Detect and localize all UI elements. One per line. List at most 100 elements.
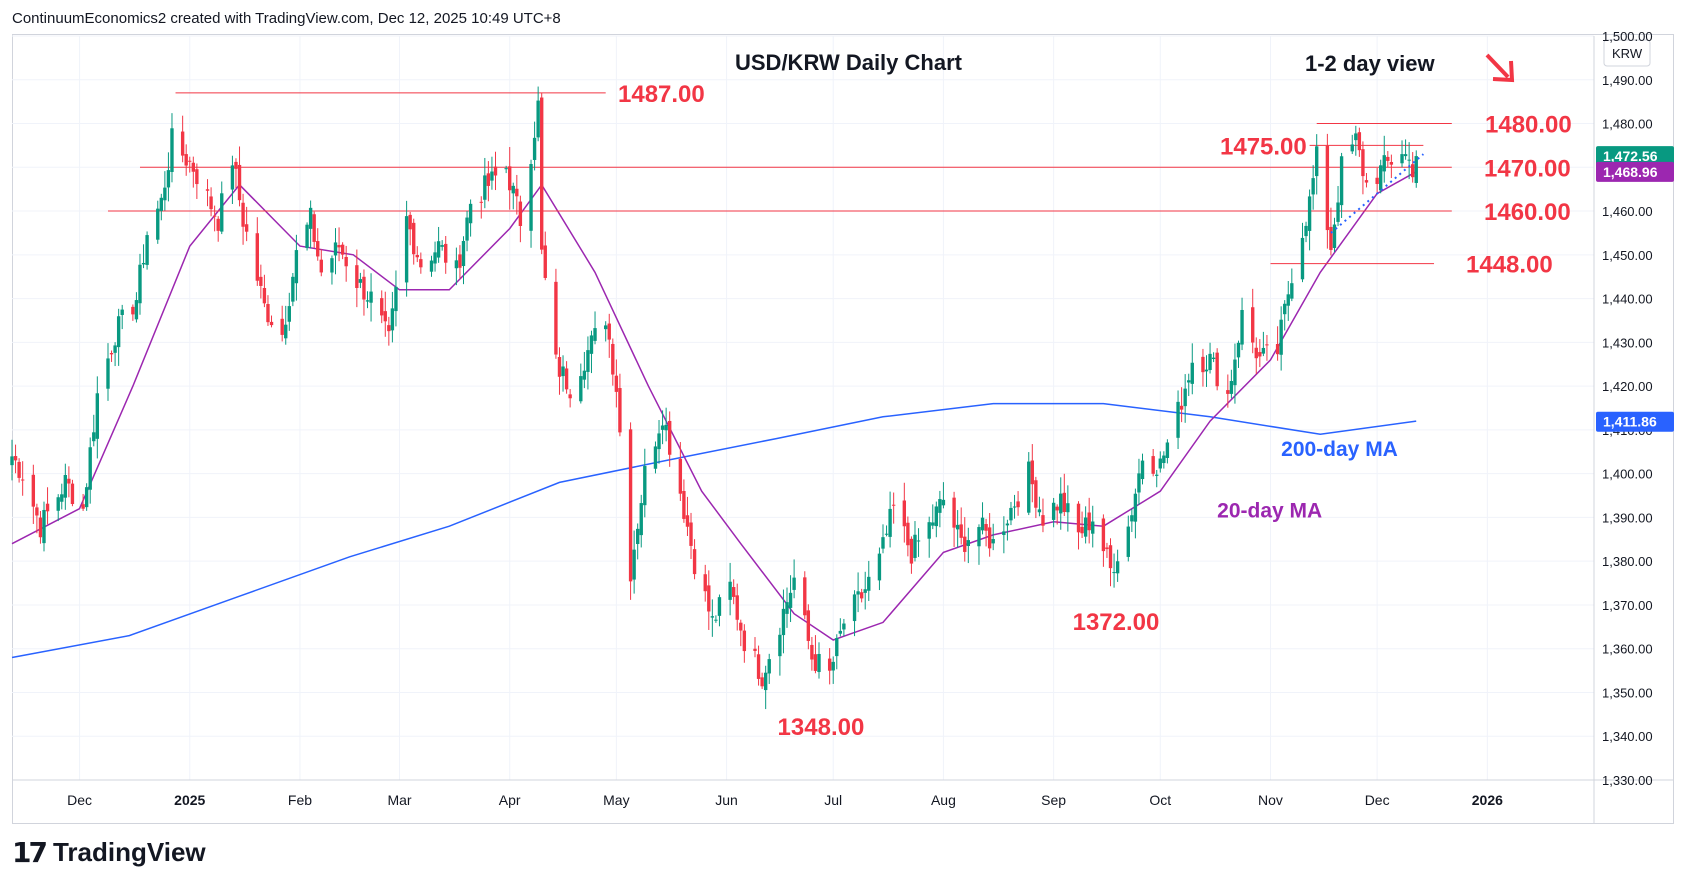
time-tick-label: Sep (1041, 792, 1066, 808)
candle-body (756, 654, 761, 679)
candle-body (1091, 521, 1095, 534)
chart-attribution: ContinuumEconomics2 created with Trading… (12, 10, 561, 27)
candle-body (877, 553, 882, 581)
candle-body (95, 393, 100, 439)
candle-body (586, 350, 590, 372)
candle-body (838, 630, 843, 634)
candle-body (980, 517, 985, 531)
candle-body (564, 368, 569, 390)
candle-body (255, 233, 259, 281)
candle-body (1030, 460, 1034, 485)
candle-body (863, 589, 867, 593)
candle-body (817, 653, 821, 673)
candle-body (60, 494, 64, 502)
candle-body (827, 658, 832, 671)
candle-body (931, 522, 935, 526)
candle-body (1211, 357, 1216, 359)
tradingview-logo[interactable]: 17 TradingView (12, 836, 206, 869)
candle-body (116, 316, 121, 348)
candle-body (515, 188, 519, 197)
candle-body (991, 539, 995, 544)
candle-body (518, 201, 523, 226)
candle-body (963, 536, 967, 552)
candle-body (1126, 526, 1130, 557)
candle-body (582, 370, 587, 380)
candle-body (191, 162, 195, 172)
candle-body (1055, 506, 1059, 511)
time-tick-label: 2026 (1472, 792, 1503, 808)
candle-body (394, 286, 398, 312)
candle-body (280, 318, 284, 335)
ma20-price-text: 1,468.96 (1603, 164, 1658, 180)
candle-body (1379, 165, 1383, 191)
candle-body (852, 594, 857, 622)
candle-body (927, 522, 931, 539)
candle-body (1300, 237, 1305, 280)
candle-body (419, 259, 423, 268)
candle-body (1283, 303, 1287, 315)
candle-body (589, 335, 594, 354)
level-label: 1460.00 (1484, 199, 1571, 226)
candle-body (355, 265, 359, 288)
candle-body (344, 256, 348, 267)
candle-body (35, 507, 39, 516)
price-tick-label: 1,330.00 (1602, 773, 1653, 788)
ma20-price-badge (1596, 161, 1674, 182)
candle-body (906, 522, 910, 546)
candle-body (1382, 155, 1386, 172)
candle-body (568, 394, 572, 399)
price-tick-label: 1,350.00 (1602, 685, 1653, 700)
candle-body (365, 300, 370, 302)
candle-body (84, 487, 89, 508)
candle-body (262, 287, 267, 304)
chart-labels: USD/KRW Daily Chart 1-2 day view 1487.00 14… (618, 50, 1572, 741)
candle-body (511, 185, 515, 194)
candle-body (685, 515, 690, 527)
candle-body (532, 137, 537, 160)
candle-body (1140, 460, 1145, 480)
candle-body (141, 262, 146, 265)
candle-body (557, 357, 562, 377)
candle-body (120, 309, 124, 315)
candle-body (184, 154, 188, 166)
candle-body (653, 446, 658, 469)
candle-body (1400, 154, 1404, 164)
candle-body (536, 100, 540, 138)
candle-body (941, 499, 946, 506)
candle-body (433, 252, 437, 264)
candle-body (305, 224, 309, 249)
candle-body (1083, 517, 1088, 537)
price-tick-label: 1,390.00 (1602, 510, 1653, 525)
candle-body (753, 648, 757, 651)
price-tick-label: 1,500.00 (1602, 29, 1653, 44)
candle-body (205, 189, 210, 191)
candle-body (209, 196, 213, 210)
candle-body (710, 616, 715, 618)
candle-body (17, 461, 21, 478)
price-tick-label: 1,460.00 (1602, 204, 1653, 219)
view-label: 1-2 day view (1305, 51, 1436, 76)
candle-body (1112, 572, 1116, 574)
price-tick-label: 1,360.00 (1602, 642, 1653, 657)
candle-body (1354, 133, 1358, 141)
candle-body (461, 240, 466, 267)
candle-body (20, 479, 25, 481)
candle-body (913, 534, 917, 558)
candle-body (636, 528, 640, 545)
candle-body (739, 622, 743, 631)
candle-body (1066, 503, 1070, 513)
time-tick-label: Oct (1149, 792, 1171, 808)
symbol-label: KRW (1612, 46, 1643, 61)
candle-body (1012, 506, 1017, 508)
candle-body (319, 259, 323, 273)
candle-body (1386, 156, 1390, 161)
candle-body (1258, 352, 1262, 357)
candle-body (579, 376, 583, 402)
candle-body (1016, 501, 1020, 508)
trendline-dotted (1330, 153, 1425, 234)
candle-body (166, 170, 171, 188)
candle-body (742, 630, 747, 652)
candle-body (1364, 180, 1369, 183)
ma200-path (11, 402, 1417, 659)
